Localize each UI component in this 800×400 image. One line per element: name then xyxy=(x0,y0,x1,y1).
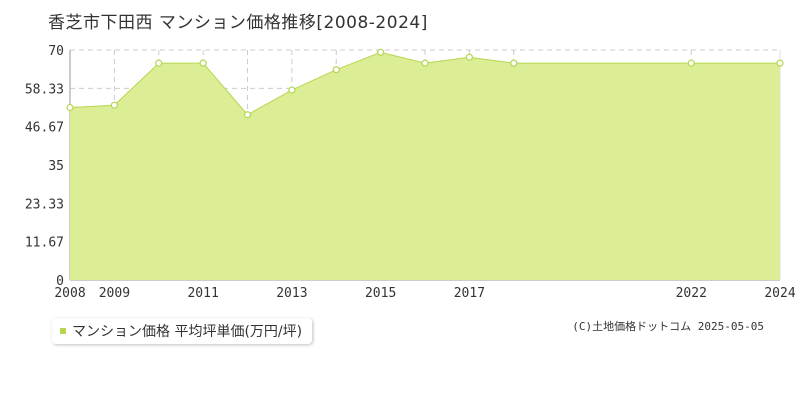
y-tick-label: 11.67 xyxy=(25,236,64,251)
data-point-2022 xyxy=(687,59,695,67)
x-tick-label: 2008 xyxy=(54,286,85,301)
x-tick-label: 2017 xyxy=(454,286,485,301)
data-point-2010 xyxy=(155,59,163,67)
legend-swatch xyxy=(60,328,66,334)
data-point-2008 xyxy=(66,103,74,112)
data-point-2012 xyxy=(243,111,252,119)
y-tick-label: 58.33 xyxy=(25,82,64,97)
data-point-2014 xyxy=(332,66,340,74)
data-points xyxy=(66,48,784,119)
area-series xyxy=(70,52,780,280)
credit: (C)土地価格ドットコム 2025-05-05 xyxy=(572,320,764,333)
data-point-2015 xyxy=(377,48,385,56)
y-axis: 0 11.67 23.33 35 46.67 58.33 70 xyxy=(25,44,64,289)
x-tick-label: 2011 xyxy=(187,286,218,301)
data-point-2009 xyxy=(110,101,118,109)
x-tick-label: 2013 xyxy=(276,286,307,301)
y-tick-label: 70 xyxy=(48,44,64,59)
x-tick-label: 2015 xyxy=(365,286,396,301)
legend-label: マンション価格 平均坪単価(万円/坪) xyxy=(72,324,303,340)
y-tick-label: 23.33 xyxy=(25,197,64,212)
data-point-2013 xyxy=(288,86,296,94)
legend: マンション価格 平均坪単価(万円/坪) xyxy=(52,318,313,344)
y-tick-label: 35 xyxy=(48,159,64,174)
x-axis: 2008 2009 2011 2013 2015 2017 2022 2024 xyxy=(54,286,795,301)
data-point-2016 xyxy=(421,59,429,67)
x-tick-label: 2009 xyxy=(99,286,130,301)
x-tick-label: 2022 xyxy=(676,286,707,301)
data-point-2017 xyxy=(465,53,473,61)
y-tick-label: 46.67 xyxy=(25,121,64,136)
data-point-2018 xyxy=(510,59,518,67)
data-point-2011 xyxy=(199,59,207,67)
data-point-2024 xyxy=(776,59,784,67)
chart-title: 香芝市下田西 マンション価格推移[2008-2024] xyxy=(48,13,428,33)
x-tick-label: 2024 xyxy=(764,286,795,301)
y-tick-label: 0 xyxy=(56,274,64,289)
